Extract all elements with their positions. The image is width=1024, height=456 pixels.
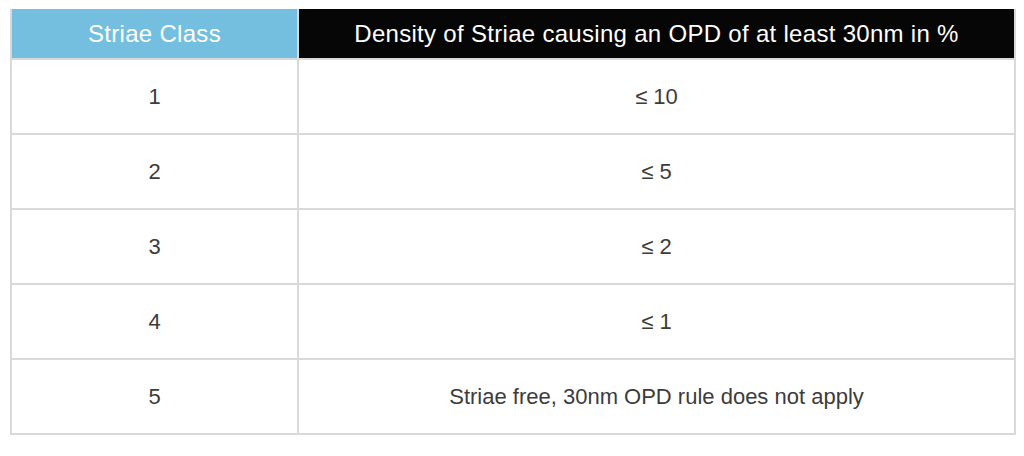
density-cell: ≤ 5 [298, 134, 1015, 209]
page: Striae Class Density of Striae causing a… [0, 0, 1024, 456]
striae-class-cell: 1 [11, 59, 298, 134]
table-row: 2 ≤ 5 [11, 134, 1015, 209]
header-cell-striae-class: Striae Class [11, 9, 298, 59]
striae-class-table: Striae Class Density of Striae causing a… [10, 9, 1016, 435]
density-cell: ≤ 10 [298, 59, 1015, 134]
striae-class-cell: 4 [11, 284, 298, 359]
density-cell: ≤ 1 [298, 284, 1015, 359]
table-row: 4 ≤ 1 [11, 284, 1015, 359]
table-row: 5 Striae free, 30nm OPD rule does not ap… [11, 359, 1015, 434]
density-cell: Striae free, 30nm OPD rule does not appl… [298, 359, 1015, 434]
table-row: 1 ≤ 10 [11, 59, 1015, 134]
header-cell-density: Density of Striae causing an OPD of at l… [298, 9, 1015, 59]
striae-class-cell: 3 [11, 209, 298, 284]
table-row: 3 ≤ 2 [11, 209, 1015, 284]
striae-class-cell: 5 [11, 359, 298, 434]
density-cell: ≤ 2 [298, 209, 1015, 284]
table-header-row: Striae Class Density of Striae causing a… [11, 9, 1015, 59]
striae-class-cell: 2 [11, 134, 298, 209]
